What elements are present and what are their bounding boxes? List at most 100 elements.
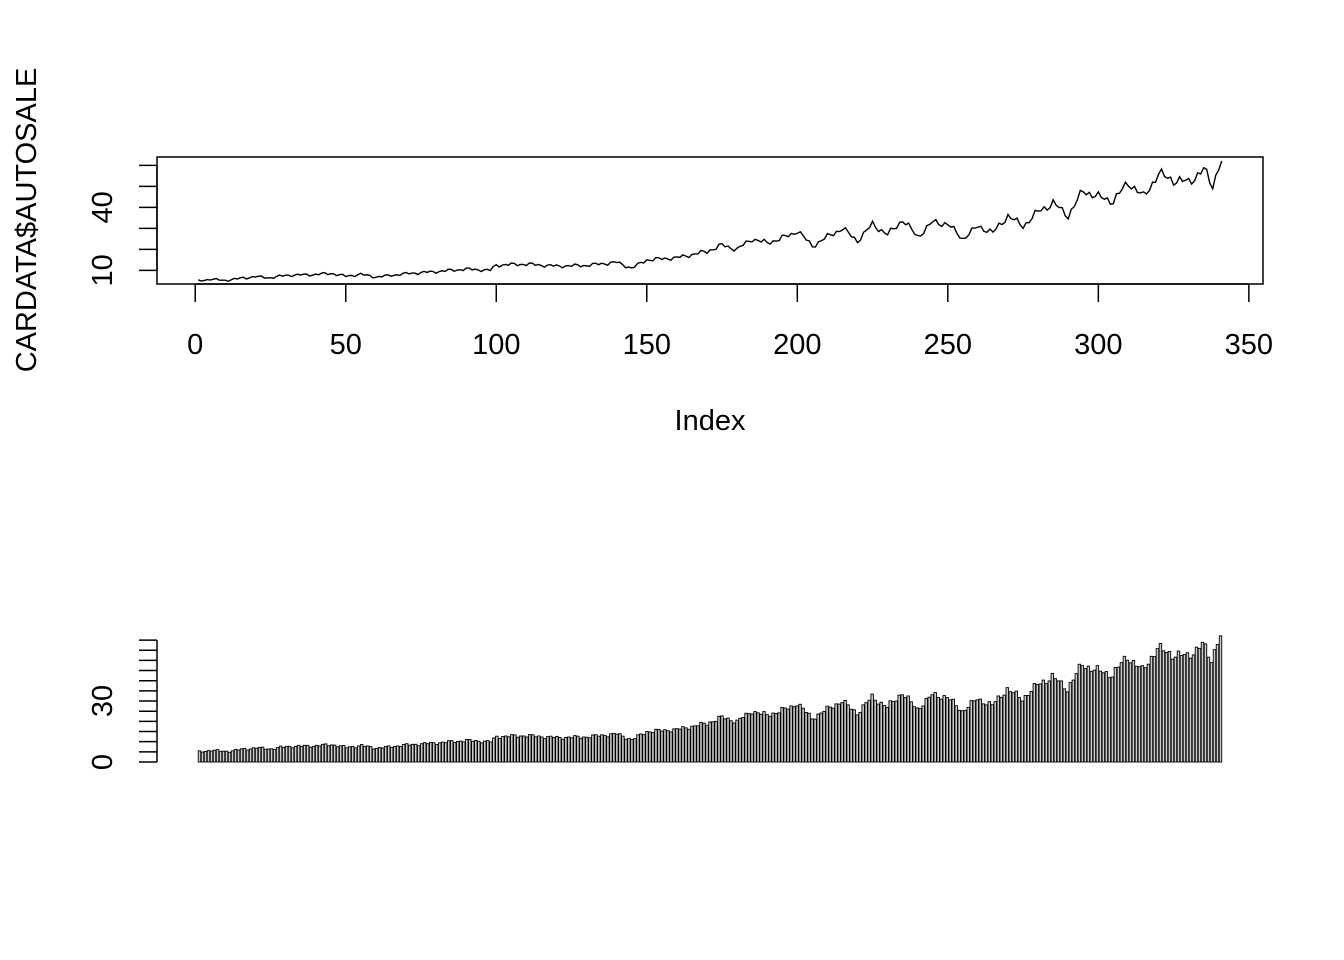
bar bbox=[606, 736, 610, 763]
bar bbox=[1077, 663, 1082, 763]
bar bbox=[927, 696, 931, 763]
bar bbox=[627, 737, 631, 763]
bar bbox=[981, 703, 985, 763]
bar bbox=[942, 695, 946, 763]
bar bbox=[963, 709, 967, 763]
bar bbox=[212, 749, 217, 763]
bar bbox=[1080, 665, 1085, 763]
bar bbox=[1026, 695, 1031, 763]
bar bbox=[867, 699, 871, 763]
line-x-tick-label: 250 bbox=[924, 329, 972, 361]
bar bbox=[831, 707, 835, 763]
bar bbox=[984, 704, 988, 763]
bar bbox=[414, 743, 418, 763]
bar bbox=[732, 722, 736, 763]
bar bbox=[1161, 650, 1166, 763]
bar bbox=[534, 736, 538, 763]
bar bbox=[753, 711, 757, 763]
bar bbox=[654, 728, 658, 763]
bar bbox=[242, 747, 247, 763]
bar bbox=[1107, 677, 1112, 763]
bar bbox=[263, 748, 268, 763]
bar bbox=[305, 744, 310, 763]
bar bbox=[248, 748, 253, 763]
bar bbox=[489, 741, 493, 763]
bar bbox=[311, 745, 316, 763]
bar bbox=[447, 740, 451, 763]
bar bbox=[362, 745, 367, 763]
bar bbox=[254, 747, 259, 763]
bar bbox=[897, 694, 901, 763]
bar bbox=[230, 750, 235, 763]
bar bbox=[696, 725, 700, 763]
bar bbox=[432, 742, 436, 763]
bar bbox=[768, 715, 772, 763]
bar bbox=[810, 718, 814, 763]
bar bbox=[290, 747, 295, 763]
bar bbox=[852, 709, 856, 763]
line-x-tick-label: 350 bbox=[1225, 329, 1273, 361]
bar bbox=[1032, 683, 1037, 763]
bar-panel: 0 30 bbox=[87, 635, 1223, 770]
bar bbox=[912, 706, 916, 763]
bar bbox=[756, 712, 760, 763]
bar bbox=[744, 712, 748, 763]
bar bbox=[600, 734, 604, 763]
bar bbox=[921, 705, 925, 763]
bar bbox=[465, 738, 469, 763]
bar bbox=[996, 695, 1000, 763]
bar bbox=[374, 747, 379, 763]
bar bbox=[669, 731, 673, 763]
bar bbox=[1164, 652, 1169, 763]
bar bbox=[795, 705, 799, 763]
bar bbox=[335, 746, 340, 763]
bar bbox=[849, 708, 853, 763]
bar bbox=[783, 707, 787, 763]
bar bbox=[329, 744, 334, 763]
bar bbox=[840, 702, 844, 763]
bar bbox=[1047, 680, 1052, 763]
bar bbox=[864, 702, 868, 763]
bar bbox=[570, 737, 574, 763]
bar bbox=[215, 749, 220, 763]
bar bbox=[200, 751, 205, 763]
bar bbox=[1218, 635, 1223, 763]
bar bbox=[1143, 667, 1148, 763]
bar bbox=[621, 735, 625, 763]
bar bbox=[531, 734, 535, 763]
bar bbox=[729, 720, 733, 763]
bar bbox=[1128, 662, 1133, 763]
bar bbox=[774, 712, 778, 763]
bar bbox=[645, 731, 649, 763]
bar bbox=[957, 709, 961, 763]
bar bbox=[582, 736, 586, 763]
bar bbox=[609, 733, 613, 763]
bar bbox=[1170, 658, 1175, 763]
bar bbox=[543, 738, 547, 763]
bar bbox=[603, 735, 607, 763]
bar bbox=[332, 744, 337, 763]
bar bbox=[1131, 659, 1136, 763]
bar bbox=[855, 714, 859, 763]
bar bbox=[894, 700, 898, 763]
bar bbox=[780, 707, 784, 763]
bar bbox=[717, 715, 721, 763]
bar bbox=[573, 735, 577, 763]
bar bbox=[711, 721, 715, 763]
bar bbox=[639, 733, 643, 763]
bar bbox=[987, 701, 991, 763]
bar bbox=[510, 734, 514, 763]
bar bbox=[990, 704, 994, 763]
bar bbox=[1092, 669, 1097, 763]
bar bbox=[819, 712, 823, 763]
bar bbox=[206, 750, 211, 763]
bar bbox=[1182, 654, 1187, 763]
bar bbox=[1203, 643, 1208, 763]
bar bbox=[651, 732, 655, 763]
bar bbox=[1197, 647, 1202, 763]
bar bbox=[302, 744, 307, 763]
bar bbox=[1122, 655, 1127, 763]
bar bbox=[960, 710, 964, 763]
line-x-tick-label: 0 bbox=[187, 329, 203, 361]
